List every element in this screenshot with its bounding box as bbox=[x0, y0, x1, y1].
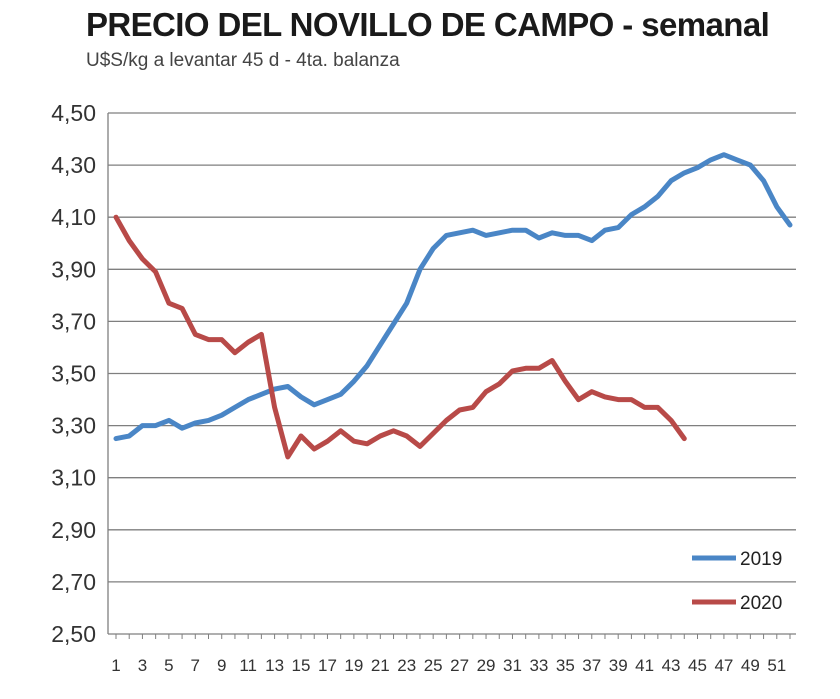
x-tick-label: 25 bbox=[424, 656, 443, 675]
y-tick-label: 3,50 bbox=[51, 361, 96, 387]
series-line-2020 bbox=[113, 214, 687, 460]
y-tick-label: 2,70 bbox=[51, 569, 96, 595]
series-line-2019 bbox=[113, 152, 793, 442]
x-tick-label: 1 bbox=[111, 656, 120, 675]
x-tick-label: 13 bbox=[265, 656, 284, 675]
x-axis: 1 3 5 7 9 11 13 15 17 19 21 23 25 27 29 31 33 35 37 39 41 43 4… bbox=[111, 634, 791, 675]
x-tick-label: 45 bbox=[688, 656, 707, 675]
y-tick-label: 2,90 bbox=[51, 517, 96, 543]
x-tick-label: 33 bbox=[529, 656, 548, 675]
x-tick-label: 5 bbox=[164, 656, 173, 675]
legend-label-2020: 2020 bbox=[740, 593, 782, 614]
x-tick-label: 9 bbox=[217, 656, 226, 675]
x-tick-label: 29 bbox=[477, 656, 496, 675]
x-tick-label: 7 bbox=[191, 656, 200, 675]
x-tick-label: 47 bbox=[714, 656, 733, 675]
x-tick-label: 3 bbox=[138, 656, 147, 675]
grid-lines bbox=[108, 112, 796, 635]
y-tick-label: 2,50 bbox=[51, 621, 96, 647]
y-tick-label: 3,10 bbox=[51, 465, 96, 491]
x-tick-label: 37 bbox=[582, 656, 601, 675]
x-tick-label: 35 bbox=[556, 656, 575, 675]
y-tick-label: 4,50 bbox=[51, 100, 96, 126]
y-tick-label: 3,90 bbox=[51, 256, 96, 282]
x-tick-label: 51 bbox=[767, 656, 786, 675]
y-tick-label: 3,70 bbox=[51, 308, 96, 334]
y-axis: 4,50 4,30 4,10 3,90 3,70 3,50 3,30 3,10 2,90 2,70… bbox=[51, 100, 109, 647]
series-lines bbox=[113, 152, 793, 460]
y-tick-label: 4,30 bbox=[51, 152, 96, 178]
x-tick-label: 19 bbox=[344, 656, 363, 675]
x-tick-label: 27 bbox=[450, 656, 469, 675]
x-tick-label: 15 bbox=[292, 656, 311, 675]
x-tick-label: 23 bbox=[397, 656, 416, 675]
chart-title: PRECIO DEL NOVILLO DE CAMPO - semanal bbox=[86, 6, 770, 43]
x-tick-label: 41 bbox=[635, 656, 654, 675]
x-tick-label: 39 bbox=[609, 656, 628, 675]
x-tick-label: 17 bbox=[318, 656, 337, 675]
y-tick-label: 3,30 bbox=[51, 413, 96, 439]
x-tick-label: 21 bbox=[371, 656, 390, 675]
y-tick-label: 4,10 bbox=[51, 204, 96, 230]
x-tick-label: 31 bbox=[503, 656, 522, 675]
legend-label-2019: 2019 bbox=[740, 549, 782, 570]
x-tick-label: 43 bbox=[662, 656, 681, 675]
x-tick-label: 49 bbox=[741, 656, 760, 675]
chart-subtitle: U$S/kg a levantar 45 d - 4ta. balanza bbox=[86, 50, 400, 71]
legend: 2019 2020 bbox=[692, 549, 782, 614]
x-tick-label: 11 bbox=[239, 656, 257, 675]
